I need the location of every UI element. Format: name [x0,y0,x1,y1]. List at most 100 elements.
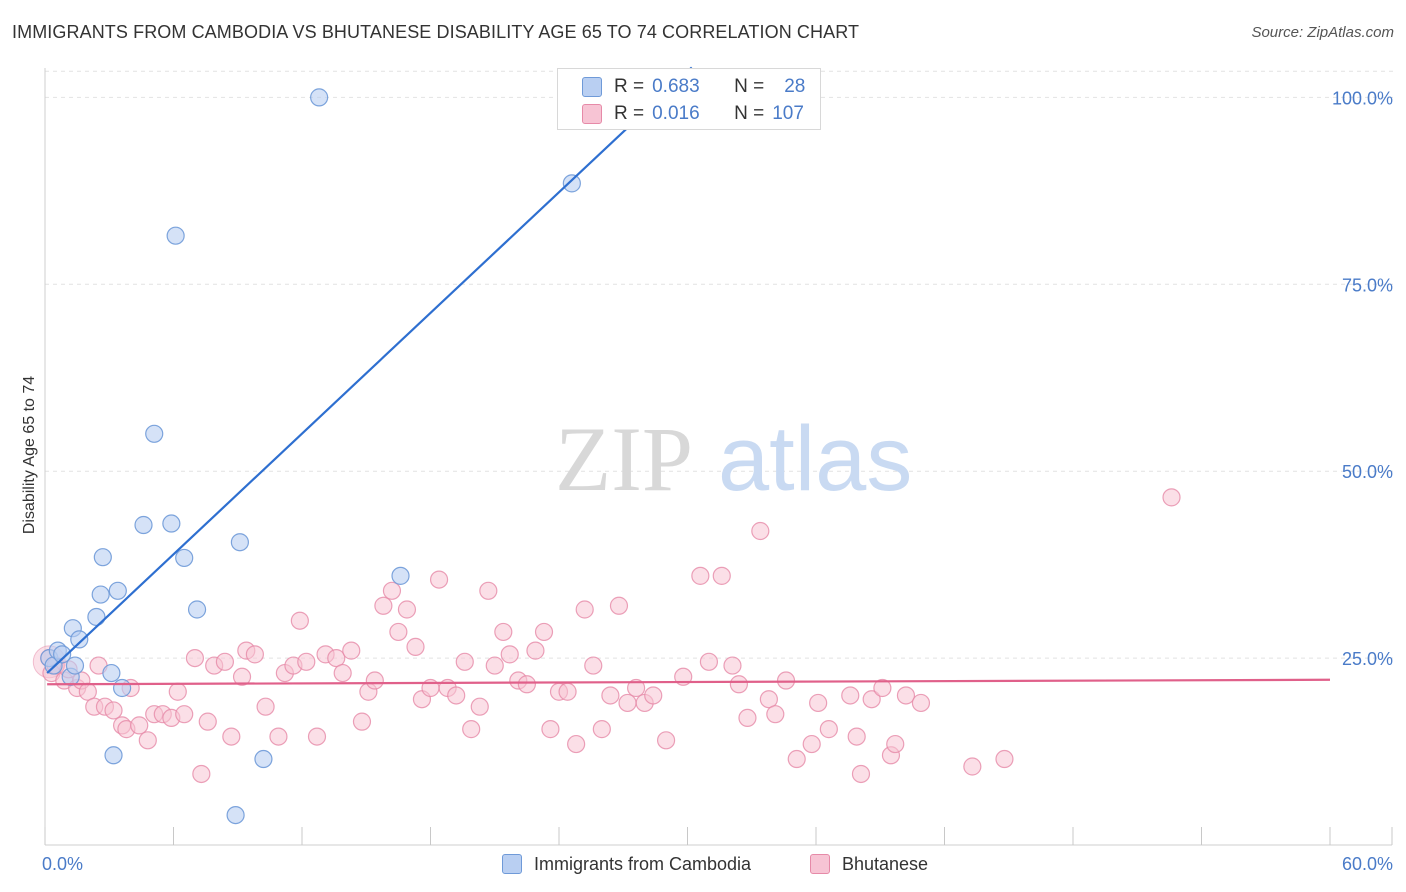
cambodia-point [70,630,89,649]
bhutanese-point [712,566,731,585]
cambodia-point [166,226,185,245]
bhutanese-point [699,652,719,671]
bhutanese-point [327,648,346,668]
legend-r-value: 0.016 [652,103,700,124]
bottom-legend-label-bhutanese: Bhutanese [842,853,929,874]
bhutanese-point [886,734,905,754]
bhutanese-point [198,712,217,731]
bhutanese-point [479,581,498,600]
bhutanese-point [485,656,504,675]
bhutanese-point [609,596,629,615]
bhutanese-trend-line [47,678,1331,686]
bhutanese-point [787,749,806,769]
bottom-legend-swatch-bhutanese [810,854,830,874]
bhutanese-point [517,675,536,694]
bhutanese-point [851,764,871,784]
bhutanese-point [656,731,676,750]
cambodia-point [310,88,329,107]
bhutanese-point [382,581,402,600]
bhutanese-point [222,727,241,746]
watermark: ZIP atlas [555,408,912,510]
legend-n-value: 28 [784,76,806,97]
bhutanese-point [766,705,785,724]
bhutanese-point [365,671,384,690]
cambodia-point [91,585,110,604]
axes [44,68,1393,846]
bhutanese-point [175,705,194,724]
bhutanese-point [168,682,187,701]
cambodia-point [230,533,249,552]
bhutanese-point [644,686,663,705]
bhutanese-point [397,600,417,619]
bhutanese-point [104,701,123,720]
legend-swatch-bhutanese [582,104,602,124]
legend-r-key: R = [614,76,645,97]
y-tick-label: 25.0% [1342,649,1393,669]
cambodia-point [87,607,106,627]
bhutanese-point [618,693,637,713]
bhutanese-point [691,566,710,585]
bhutanese-point [215,652,234,671]
cambodia-trend-line [46,66,693,674]
chart-title: IMMIGRANTS FROM CAMBODIA VS BHUTANESE DI… [12,22,860,42]
bhutanese-point [447,686,466,705]
cambodia-point [145,424,164,443]
bhutanese-point [995,749,1014,769]
bhutanese-point [896,686,916,705]
bhutanese-point [374,596,393,615]
cambodia-point [162,514,181,533]
cambodia-point [226,805,245,825]
stats-legend: R = 0.683 N = 28 R = 0.016 N = 107 [557,68,821,130]
bhutanese-point [342,641,361,660]
bhutanese-point [567,734,586,754]
bhutanese-point [723,656,742,675]
cambodia-point [93,548,112,567]
bhutanese-point [575,600,594,619]
bhutanese-point [1162,488,1181,507]
bhutanese-point [297,652,316,671]
bhutanese-point [759,690,778,709]
bhutanese-point [352,712,372,731]
cambodia-point [134,515,153,535]
legend-n-key: N = [734,103,765,124]
bhutanese-point [802,734,821,754]
cambodia-point [112,678,132,698]
bhutanese-point [819,720,838,739]
bhutanese-point [494,622,513,642]
watermark-atlas: atlas [718,408,912,510]
trend-lines [46,66,1331,686]
cambodia-point [65,656,85,675]
cambodia-point [102,663,121,683]
bhutanese-point [534,622,554,642]
bhutanese-point [526,641,545,660]
bhutanese-point [185,648,205,668]
bhutanese-point [307,727,327,746]
cambodia-point [254,749,273,769]
legend-r-value: 0.683 [652,76,700,97]
cambodia-point [187,600,207,619]
bhutanese-point [847,727,866,746]
bhutanese-point [592,720,611,739]
cambodia-point [391,566,410,585]
legend-r-key: R = [614,103,645,124]
bhutanese-point [776,671,796,690]
x-tick-label: 0.0% [42,854,83,874]
bhutanese-point [751,521,770,541]
cambodia-point [175,548,194,568]
bhutanese-point [462,720,481,739]
bhutanese-point [245,645,264,664]
bhutanese-point [290,611,309,630]
bhutanese-point [256,697,275,716]
bhutanese-point [626,678,646,698]
bhutanese-point [138,731,157,750]
bhutanese-point [389,622,408,642]
bhutanese-point [500,645,519,664]
y-tick-label: 75.0% [1342,275,1393,295]
y-axis-label: Disability Age 65 to 74 [21,376,38,534]
watermark-zip: ZIP [555,408,693,510]
bhutanese-point [192,764,211,784]
cambodia-point [53,645,72,664]
bhutanese-point [809,693,828,713]
legend-row-bhutanese: R = 0.016 N = 107 [582,102,804,126]
